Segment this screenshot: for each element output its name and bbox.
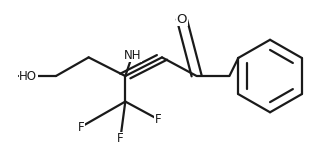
Text: F: F	[77, 121, 84, 134]
Text: O: O	[177, 13, 187, 26]
Text: NH: NH	[124, 49, 141, 62]
Text: HO: HO	[19, 70, 37, 82]
Text: F: F	[117, 132, 124, 145]
Text: F: F	[155, 113, 161, 126]
